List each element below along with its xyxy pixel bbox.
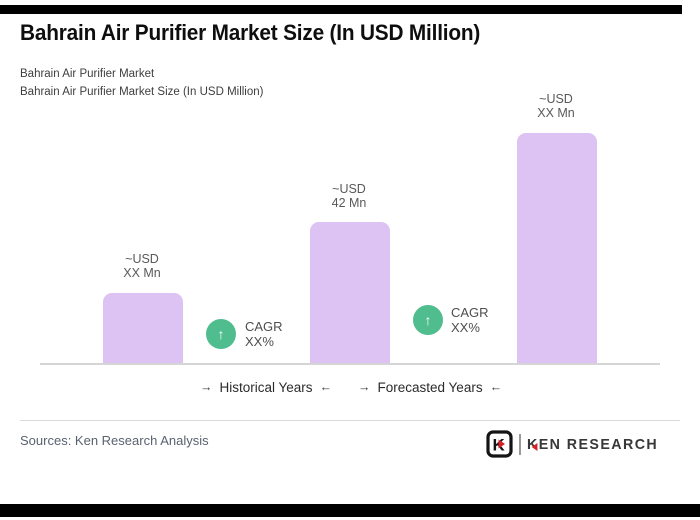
logo-emblem: K bbox=[486, 430, 513, 458]
bar2-label-line2: 42 Mn bbox=[331, 196, 367, 210]
bar-value-label: ~USD XX Mn bbox=[87, 252, 197, 280]
arrow-left-icon: ← bbox=[319, 380, 333, 394]
wordmark-red-triangle-icon bbox=[530, 443, 537, 451]
axis-group-forecasted: → Forecasted Years ← bbox=[358, 378, 502, 396]
cagr2-line2: XX% bbox=[451, 319, 480, 335]
market-bar-forecast bbox=[517, 133, 597, 364]
arrow-right-icon: → bbox=[358, 380, 371, 394]
x-axis-line bbox=[40, 363, 660, 365]
page-title: Bahrain Air Purifier Market Size (In USD… bbox=[20, 20, 481, 45]
cagr2-line1: CAGR bbox=[451, 305, 489, 320]
cagr-label-2: CAGR XX% bbox=[451, 305, 489, 335]
cagr-badge-2: ↑ bbox=[413, 305, 443, 335]
bottom-accent-bar bbox=[0, 504, 700, 517]
top-accent-bar bbox=[0, 5, 682, 14]
cagr1-line2: XX% bbox=[245, 333, 274, 349]
arrow-up-icon: ↑ bbox=[217, 326, 225, 342]
arrow-right-icon: → bbox=[200, 380, 213, 394]
subtitle-line-1: Bahrain Air Purifier Market bbox=[20, 68, 155, 80]
ken-research-logo: K K EN RESEARCH bbox=[486, 430, 665, 458]
bar1-label-line2: XX Mn bbox=[123, 266, 161, 280]
forecasted-years-label: Forecasted Years bbox=[377, 379, 483, 395]
wordmark-rest: EN RESEARCH bbox=[538, 435, 658, 453]
bar-value-label: ~USD 42 Mn bbox=[294, 182, 404, 210]
logo-wordmark: K EN RESEARCH bbox=[527, 436, 658, 453]
bar3-label-line2: XX Mn bbox=[537, 106, 575, 120]
sources-text: Sources: Ken Research Analysis bbox=[20, 433, 209, 448]
footer-divider bbox=[20, 420, 680, 421]
market-bar-historical bbox=[103, 293, 183, 364]
cagr-label-1: CAGR XX% bbox=[245, 319, 283, 349]
bar1-label-line1: ~USD bbox=[125, 252, 159, 266]
arrow-left-icon: ← bbox=[489, 380, 503, 394]
cagr-badge-1: ↑ bbox=[206, 319, 236, 349]
historical-years-label: Historical Years bbox=[219, 379, 313, 395]
market-bar-current bbox=[310, 222, 390, 364]
wordmark-k: K bbox=[527, 436, 539, 453]
arrow-up-icon: ↑ bbox=[424, 312, 432, 328]
subtitle-line-2: Bahrain Air Purifier Market Size (In USD… bbox=[20, 86, 264, 98]
bar3-label-line1: ~USD bbox=[539, 92, 573, 106]
bar-value-label: ~USD XX Mn bbox=[501, 92, 611, 120]
logo-separator bbox=[519, 433, 521, 455]
axis-group-historical: → Historical Years ← bbox=[200, 378, 332, 396]
bar2-label-line1: ~USD bbox=[332, 182, 366, 196]
emblem-red-triangle-icon bbox=[498, 439, 505, 449]
cagr1-line1: CAGR bbox=[245, 319, 283, 334]
